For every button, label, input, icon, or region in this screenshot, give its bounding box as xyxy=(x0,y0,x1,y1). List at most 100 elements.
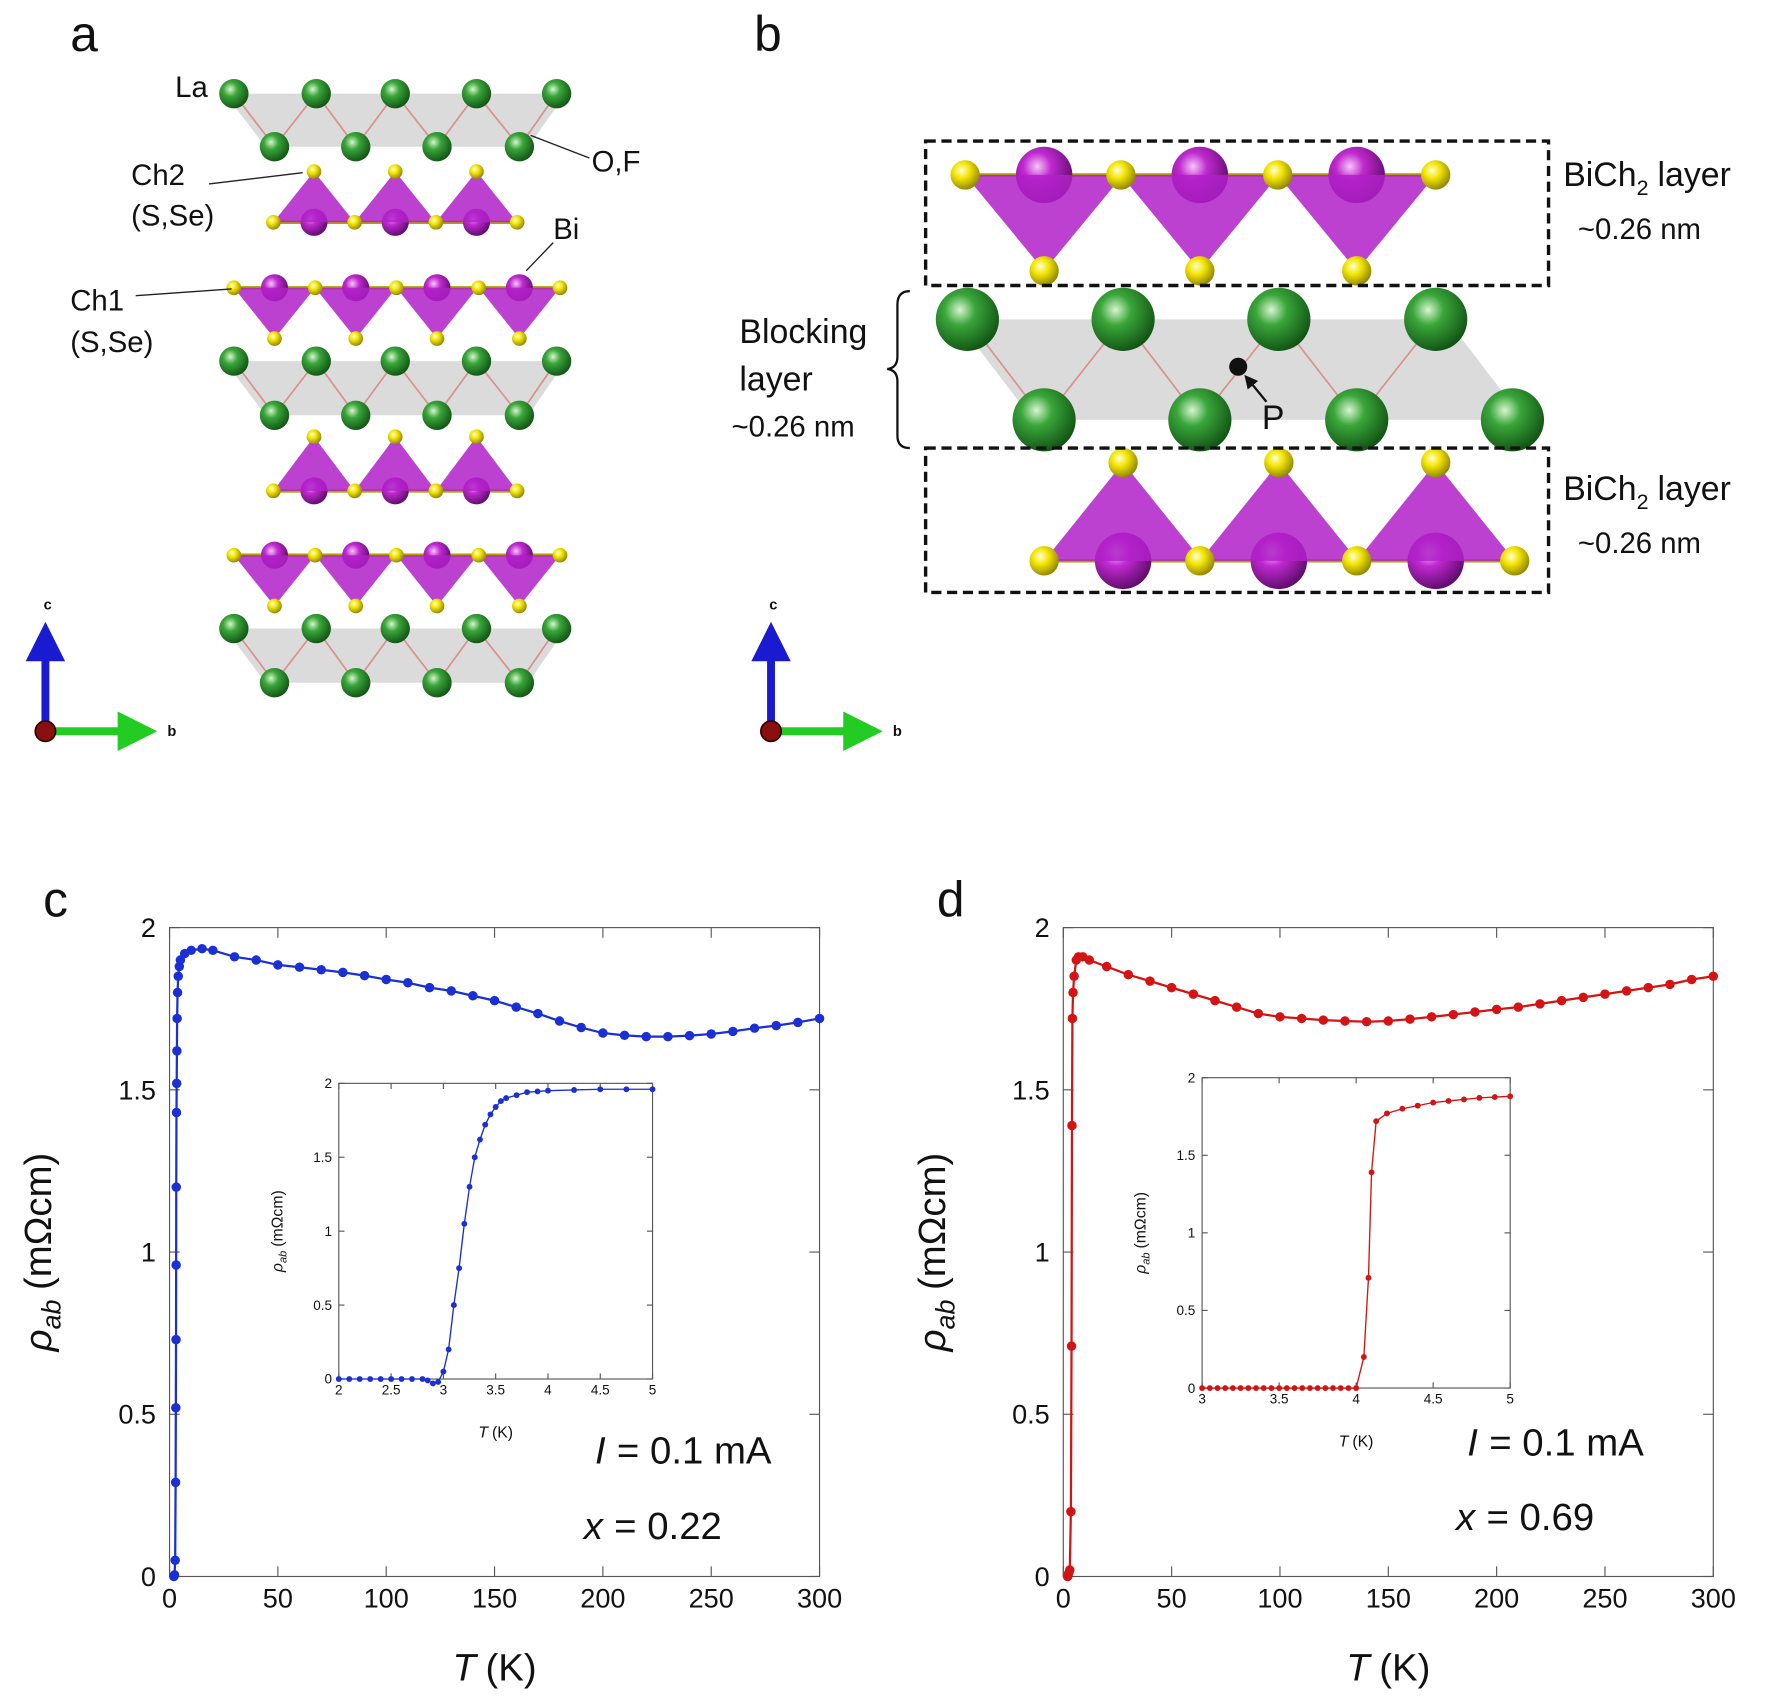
x-tick-label: 5 xyxy=(1506,1392,1514,1407)
data-point xyxy=(429,1380,436,1387)
data-point xyxy=(1188,989,1199,999)
data-point xyxy=(1491,1094,1498,1101)
data-point xyxy=(1245,1385,1252,1391)
data-point xyxy=(771,1020,781,1031)
bi-pyramid xyxy=(396,555,478,606)
data-point xyxy=(170,1477,181,1488)
atom xyxy=(512,331,527,346)
axis-label: c xyxy=(44,597,52,613)
y-label-sub: ab xyxy=(37,1300,67,1330)
x-axis-label: T (K) xyxy=(452,1646,536,1689)
data-point xyxy=(172,1046,182,1056)
layer-name-suffix: layer xyxy=(1658,470,1731,508)
x-tick-label: 250 xyxy=(689,1583,734,1614)
bi-pyramid xyxy=(354,171,436,223)
bi-pyramid xyxy=(233,287,316,339)
data-point xyxy=(1491,1004,1502,1015)
p-arrow xyxy=(1244,374,1268,403)
plot-frame xyxy=(338,1082,654,1380)
x-tick-label: 3.5 xyxy=(486,1383,505,1398)
layer-name-sub: 2 xyxy=(1637,490,1649,514)
data-point xyxy=(619,1030,630,1041)
data-point xyxy=(170,1555,180,1565)
data-point xyxy=(1340,1016,1350,1026)
data-point xyxy=(398,1376,405,1382)
data-point xyxy=(1535,999,1545,1009)
x-tick-label: 4 xyxy=(544,1383,552,1398)
axis-a-dot xyxy=(34,720,57,743)
y-tick-label: 0.5 xyxy=(1012,1399,1050,1430)
y-tick-label: 1.5 xyxy=(313,1150,332,1165)
layer-name-sub: 2 xyxy=(1637,176,1649,200)
atom xyxy=(1264,448,1294,478)
label: (S,Se) xyxy=(70,326,153,359)
y-tick-label: 2 xyxy=(325,1076,333,1091)
data-point xyxy=(169,1570,180,1580)
annotation: I = 0.1 mA xyxy=(1467,1422,1644,1465)
atom xyxy=(341,400,371,430)
data-point xyxy=(1470,1007,1480,1017)
data-point xyxy=(749,1023,760,1033)
x-tick-label: 200 xyxy=(1474,1583,1519,1614)
data-point xyxy=(251,955,261,965)
atom xyxy=(219,346,249,376)
data-point xyxy=(1507,1093,1514,1100)
atom xyxy=(1185,546,1215,576)
atom xyxy=(301,613,331,644)
label: Ch1 xyxy=(70,284,124,317)
data-point xyxy=(1708,971,1719,982)
x-tick-label: 150 xyxy=(1366,1583,1411,1614)
data-point xyxy=(1643,982,1654,993)
atom xyxy=(429,331,445,346)
data-point xyxy=(576,1022,586,1033)
data-point xyxy=(197,943,207,954)
data-point xyxy=(597,1086,604,1093)
data-point xyxy=(1101,961,1112,972)
atom xyxy=(1421,160,1451,190)
data-point xyxy=(1283,1385,1290,1391)
atom xyxy=(267,598,282,614)
layer-name: BiCh2 layer xyxy=(1563,470,1731,514)
y-tick-label: 1 xyxy=(325,1224,333,1239)
y-tick-label: 0 xyxy=(325,1372,333,1387)
x-axis-label: T (K) xyxy=(1339,1434,1374,1451)
atom xyxy=(1404,287,1468,351)
atom xyxy=(306,164,322,179)
x-tick-label: 50 xyxy=(263,1583,293,1614)
atom xyxy=(226,280,242,296)
data-point xyxy=(706,1029,716,1039)
data-point xyxy=(623,1086,630,1093)
data-point xyxy=(1476,1094,1483,1101)
data-point xyxy=(1066,1506,1076,1517)
data-point xyxy=(1384,1110,1390,1117)
x-axis-label: T (K) xyxy=(1346,1646,1430,1689)
p-site xyxy=(1229,357,1248,376)
annotation-text: = 0.1 mA xyxy=(617,1430,772,1473)
leader-line xyxy=(530,134,590,159)
data-point xyxy=(545,1087,551,1094)
data-point xyxy=(446,986,456,996)
atom xyxy=(380,346,410,376)
y-tick-label: 0.5 xyxy=(118,1399,156,1430)
x-tick-label: 5 xyxy=(649,1383,657,1398)
data-point xyxy=(172,987,183,998)
data-point xyxy=(1383,1016,1394,1026)
atom xyxy=(1421,448,1451,478)
atom xyxy=(504,400,535,430)
atom xyxy=(469,164,484,179)
y-axis-label: ρab (mΩcm) xyxy=(1133,1192,1153,1275)
data-point xyxy=(1448,1009,1459,1020)
atom xyxy=(1480,388,1545,452)
annotation-variable: x xyxy=(1454,1496,1477,1539)
data-point xyxy=(649,1086,656,1093)
y-tick-label: 0 xyxy=(1035,1561,1050,1592)
y-tick-label: 1.5 xyxy=(1012,1074,1050,1105)
data-point xyxy=(471,1154,478,1161)
bi-pyramid xyxy=(1120,174,1279,271)
data-point xyxy=(1318,1015,1329,1025)
atom xyxy=(1108,448,1138,478)
data-point xyxy=(1368,1169,1375,1176)
data-point xyxy=(466,1183,473,1190)
